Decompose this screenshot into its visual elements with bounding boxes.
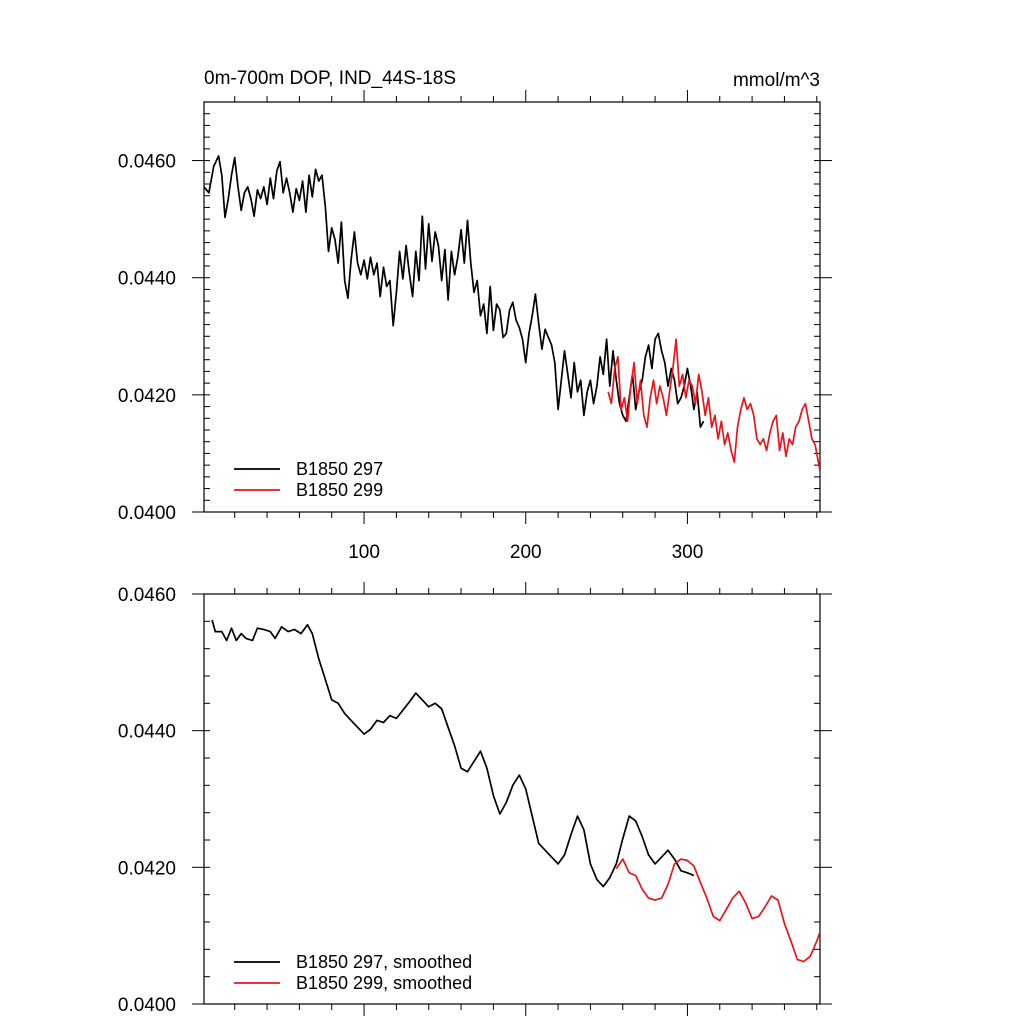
units-label: mmol/m^3 [733,70,820,91]
series-group-bottom [211,619,820,963]
tick-group-top [192,90,832,524]
y-tick-label: 0.0440 [118,269,176,290]
tick-labels-top: 0.0400 0.0420 0.0440 0.0460 100 200 300 [118,152,703,563]
series-line-2 [615,858,820,963]
x-tick-label: 200 [510,542,542,563]
y-tick-label: 0.0460 [118,152,176,173]
series-line-2 [607,338,820,476]
plot-frame-top [203,101,821,513]
x-tick-label: 100 [348,542,380,563]
y-tick-label: 0.0420 [118,858,176,879]
series-line-1 [204,155,705,428]
bottom-panel: 0.0400 0.0420 0.0440 0.0460 B1850 297, smoo… [118,582,832,1016]
chart-title: 0m-700m DOP, IND_44S-18S [204,68,456,89]
legend-label-1: B1850 297, smoothed [296,952,472,972]
series-line-1 [211,619,695,888]
legend-label-2: B1850 299 [296,480,383,500]
x-tick-label: 300 [672,542,704,563]
y-tick-label: 0.0440 [118,722,176,743]
tick-group-bottom [192,582,832,1016]
top-panel: 0m-700m DOP, IND_44S-18S mmol/m^3 0.0400… [118,68,832,563]
plot-frame-bottom [203,593,821,1005]
series-group-top [204,155,820,476]
legend-label-1: B1850 297 [296,459,383,479]
y-tick-label: 0.0420 [118,386,176,407]
legend-label-2: B1850 299, smoothed [296,973,472,993]
y-tick-label: 0.0400 [118,995,176,1016]
tick-labels-bottom: 0.0400 0.0420 0.0440 0.0460 [118,585,176,1016]
y-tick-label: 0.0400 [118,503,176,524]
y-tick-label: 0.0460 [118,585,176,606]
